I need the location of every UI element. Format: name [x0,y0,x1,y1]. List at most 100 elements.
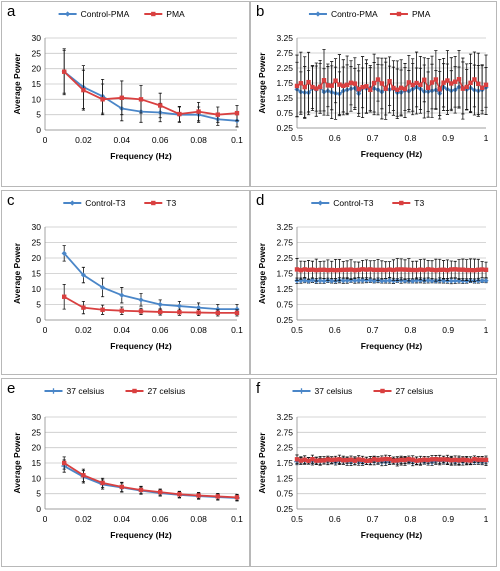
panel-frame [250,378,497,567]
y-tick-label: 2.25 [276,253,293,263]
data-point [329,267,334,273]
y-tick-label: 3.25 [276,412,293,422]
legend-swatch-marker [317,200,323,206]
data-point [81,87,86,93]
data-point [158,103,163,108]
data-point [383,278,389,284]
data-point [417,277,424,283]
x-tick-label: 0.6 [329,514,341,524]
series-line [63,252,237,311]
x-axis-title: Frequency (Hz) [110,530,172,540]
data-point [317,458,323,463]
panel-f: f 0.25 0.75 1.25 1.75 2.25 2.75 3.25 0.5 0.6 0.7 0.… [250,378,497,567]
data-point [364,84,369,89]
data-point [437,457,442,462]
data-point [379,278,385,284]
data-point [234,110,240,116]
data-point [314,86,319,91]
data-point [356,267,361,273]
data-point [479,85,485,90]
data-point [234,495,240,500]
series-t3 [62,283,240,317]
data-point [321,267,327,272]
data-point [196,310,201,315]
y-axis-title: Average Power [12,432,22,494]
data-point [468,80,473,86]
data-point [157,301,163,308]
legend: 37 celsius 27 celsius [44,386,185,396]
data-point [483,267,489,273]
data-point [371,457,377,462]
data-point [329,83,334,88]
legend-swatch-marker [396,11,402,17]
panel-letter: d [256,192,264,209]
legend: Control-T3 T3 [311,198,424,208]
y-tick-label: 25 [32,238,42,248]
panel-letter: b [256,3,264,20]
x-tick-label: 0.1 [231,135,243,145]
data-point [360,84,365,90]
data-point [410,278,416,284]
data-point [445,457,450,462]
data-point [305,278,312,284]
data-point [479,278,485,284]
x-axis-title: Frequency (Hz) [361,530,423,540]
data-point [390,278,397,284]
data-point [119,484,124,490]
data-point [356,277,362,284]
series-27-celsius [62,456,240,501]
data-point [329,457,334,463]
data-point [337,457,342,462]
y-tick-label: 10 [32,284,42,294]
data-point [302,84,307,90]
data-point [441,80,446,85]
data-point [176,303,182,309]
series-line [63,295,237,314]
data-point [398,277,404,284]
data-point [337,267,342,273]
data-point [352,267,358,273]
data-point [449,458,454,463]
x-tick-label: 0.6 [329,325,341,335]
data-point [80,272,86,278]
series-pma [62,49,240,123]
data-point [119,292,125,298]
data-point [464,278,470,284]
x-tick-label: 0.02 [75,325,92,335]
y-tick-label: 3.25 [276,222,293,232]
y-tick-label: 20 [32,253,42,263]
data-point [177,111,182,117]
data-point [302,277,308,284]
data-point [360,457,365,463]
data-point [437,87,442,92]
data-point [464,457,469,463]
data-point [333,78,338,83]
x-tick-label: 0.7 [367,133,379,143]
data-point [410,82,415,88]
data-point [371,80,377,86]
x-tick-label: 1 [484,514,489,524]
data-point [196,109,201,114]
data-point [460,86,466,91]
data-point [317,84,323,90]
data-point [333,268,338,273]
x-tick-label: 0 [43,135,48,145]
data-point [395,87,400,92]
y-tick-label: 10 [32,94,42,104]
data-point [196,305,202,311]
x-tick-label: 0.08 [190,325,207,335]
data-point [215,494,220,499]
data-point [310,456,315,462]
y-tick-label: 20 [32,443,42,453]
data-point [348,457,354,462]
legend-entry: T3 [166,198,176,208]
data-point [309,277,316,283]
data-point [348,80,354,86]
data-point [391,267,396,273]
y-axis-title: Average Power [257,52,267,114]
x-tick-label: 0.9 [442,133,454,143]
data-point [406,80,412,85]
y-tick-label: 2.75 [276,48,293,58]
